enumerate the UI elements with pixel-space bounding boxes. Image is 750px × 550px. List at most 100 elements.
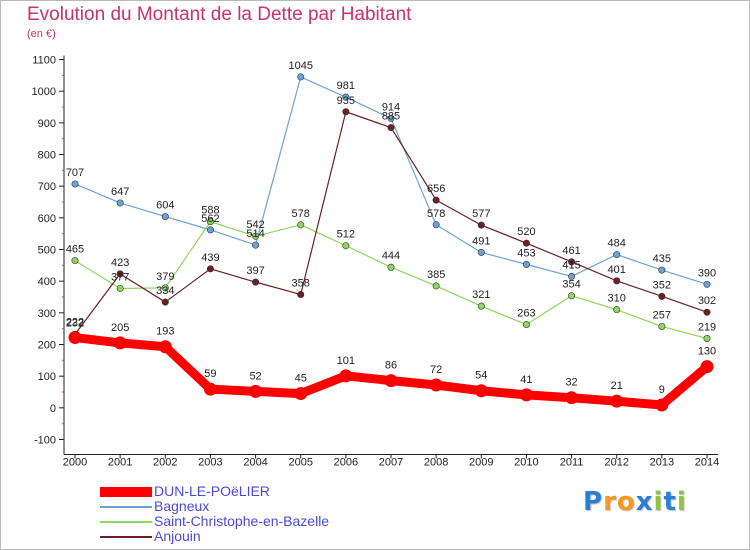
logo-letter: r: [603, 487, 617, 517]
data-point: [703, 308, 711, 316]
data-point: [568, 292, 576, 300]
data-point: [206, 218, 214, 226]
data-label: 578: [292, 208, 310, 220]
data-point: [613, 306, 621, 314]
data-label: 52: [249, 370, 261, 382]
data-label: 656: [427, 183, 445, 195]
x-tick-label: 2010: [514, 457, 538, 469]
proxiti-logo: Proxiti: [583, 487, 687, 517]
data-point: [477, 221, 485, 229]
x-tick-label: 2001: [108, 457, 132, 469]
data-point: [297, 73, 305, 81]
data-point: [249, 384, 263, 398]
data-label: 130: [698, 346, 716, 358]
chart-unit-label: (en €): [27, 28, 56, 40]
data-label: 914: [382, 101, 400, 113]
data-point: [161, 284, 169, 292]
legend-swatch-saint-christophe: [100, 521, 152, 523]
data-label: 86: [385, 360, 397, 372]
data-label: 321: [472, 289, 490, 301]
data-label: 9: [659, 384, 665, 396]
data-point: [116, 270, 124, 278]
data-point: [342, 108, 350, 116]
y-tick-label: 0: [50, 403, 56, 415]
data-label: 354: [562, 279, 580, 291]
y-tick-label: 300: [38, 308, 56, 320]
x-tick-label: 2000: [63, 457, 87, 469]
data-label: 101: [337, 355, 355, 367]
data-label: 935: [337, 95, 355, 107]
logo-letter: i: [653, 487, 664, 517]
data-label: 512: [337, 229, 355, 241]
data-point: [384, 374, 398, 388]
data-point: [474, 384, 488, 398]
y-tick-label: 400: [38, 276, 56, 288]
data-label: 514: [246, 228, 264, 240]
x-tick-label: 2012: [604, 457, 628, 469]
legend-swatch-bagneux: [100, 506, 152, 508]
data-point: [203, 382, 217, 396]
data-point: [568, 258, 576, 266]
data-point: [342, 242, 350, 250]
data-point: [613, 251, 621, 259]
data-label: 578: [427, 208, 445, 220]
data-point: [161, 298, 169, 306]
data-label: 435: [653, 253, 671, 265]
data-label: 21: [611, 380, 623, 392]
y-tick-label: 1100: [32, 55, 56, 67]
data-point: [158, 340, 172, 354]
data-point: [161, 213, 169, 221]
data-label: 222: [66, 317, 84, 329]
data-point: [116, 199, 124, 207]
data-label: 1045: [288, 60, 312, 72]
x-tick-label: 2005: [288, 457, 312, 469]
data-point: [432, 221, 440, 229]
data-label: 401: [608, 264, 626, 276]
series-dun-le-po-lier: [68, 331, 714, 412]
data-label: 263: [517, 308, 535, 320]
data-label: 257: [653, 309, 671, 321]
y-tick-label: 900: [38, 118, 56, 130]
data-label: 542: [246, 219, 264, 231]
data-point: [658, 266, 666, 274]
data-point: [613, 277, 621, 285]
data-label: 981: [337, 80, 355, 92]
data-label: 604: [156, 200, 174, 212]
data-point: [297, 290, 305, 298]
data-label: 588: [201, 205, 219, 217]
data-point: [387, 263, 395, 271]
data-point: [477, 248, 485, 256]
data-point: [565, 391, 579, 405]
data-point: [703, 280, 711, 288]
logo-letter: t: [663, 487, 677, 517]
y-tick-label: 700: [38, 181, 56, 193]
data-point: [252, 241, 260, 249]
data-point: [610, 394, 624, 408]
data-label: 193: [156, 326, 174, 338]
logo-letter: i: [676, 487, 687, 517]
data-label: 352: [653, 279, 671, 291]
data-label: 647: [111, 186, 129, 198]
y-tick-label: 100: [38, 371, 56, 383]
y-tick-label: 500: [38, 245, 56, 257]
data-label: 397: [246, 265, 264, 277]
x-tick-label: 2013: [650, 457, 674, 469]
y-tick-label: 600: [38, 213, 56, 225]
data-label: 32: [565, 377, 577, 389]
series-saint-christophe-en-bazelle: [71, 218, 711, 342]
data-point: [387, 114, 395, 122]
data-point: [432, 282, 440, 290]
legend-label-bagneux: Bagneux: [154, 498, 210, 514]
data-label: 385: [427, 269, 445, 281]
data-label: 310: [608, 293, 626, 305]
data-point: [522, 260, 530, 268]
legend-label-dun: DUN-LE-POëLIER: [154, 483, 270, 499]
data-label: 520: [517, 226, 535, 238]
logo-letter: x: [635, 487, 654, 517]
legend-swatch-anjouin: [100, 536, 152, 538]
data-point: [342, 93, 350, 101]
data-point: [71, 257, 79, 265]
data-label: 205: [111, 322, 129, 334]
data-point: [297, 221, 305, 229]
data-point: [339, 369, 353, 383]
